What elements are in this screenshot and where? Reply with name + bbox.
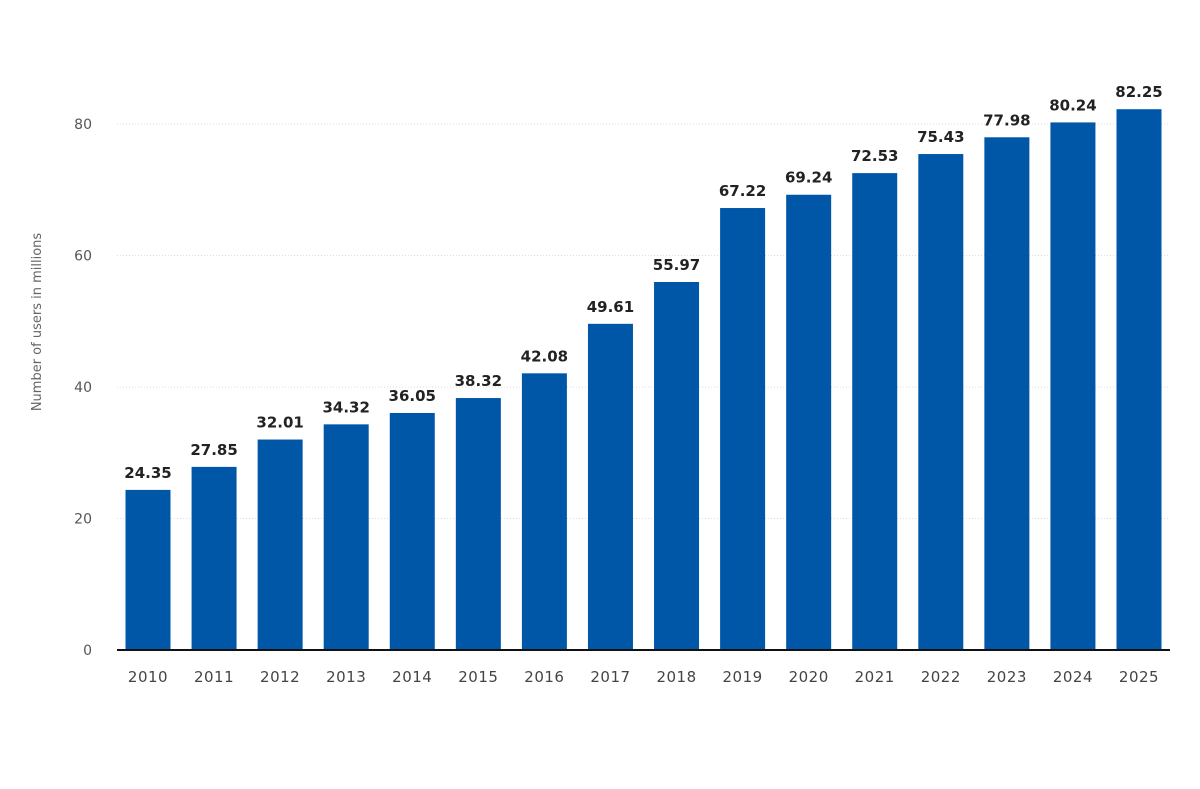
x-tick-label: 2025 — [1119, 668, 1159, 686]
y-tick-label: 80 — [74, 117, 92, 133]
x-tick-label: 2015 — [458, 668, 498, 686]
bar-2016 — [521, 373, 567, 650]
data-label: 24.35 — [124, 464, 171, 482]
data-label: 42.08 — [521, 347, 568, 365]
data-label: 75.43 — [917, 128, 964, 146]
data-label: 80.24 — [1049, 96, 1096, 114]
x-tick-label: 2016 — [524, 668, 564, 686]
y-tick-label: 0 — [83, 643, 92, 659]
x-tick-label: 2023 — [987, 668, 1027, 686]
bar-2018 — [654, 281, 700, 650]
x-tick-label: 2017 — [590, 668, 630, 686]
data-label: 38.32 — [455, 372, 502, 390]
data-label: 27.85 — [190, 441, 237, 459]
data-label: 69.24 — [785, 169, 832, 187]
x-tick-label: 2011 — [194, 668, 234, 686]
data-label: 36.05 — [389, 387, 436, 405]
data-label: 72.53 — [851, 147, 898, 165]
bar-2010 — [125, 489, 171, 650]
x-tick-label: 2024 — [1053, 668, 1093, 686]
bar-2019 — [720, 208, 766, 650]
bar-2014 — [389, 412, 435, 650]
x-tick-label: 2022 — [921, 668, 961, 686]
data-label: 82.25 — [1115, 83, 1162, 101]
x-tick-label: 2012 — [260, 668, 300, 686]
x-tick-label: 2019 — [723, 668, 763, 686]
bar-2015 — [455, 398, 501, 650]
data-label: 34.32 — [322, 398, 369, 416]
data-label: 67.22 — [719, 182, 766, 200]
bar-2013 — [323, 424, 369, 650]
y-tick-label: 60 — [74, 249, 92, 265]
bar-2025 — [1116, 109, 1162, 651]
x-tick-label: 2018 — [656, 668, 696, 686]
data-label: 55.97 — [653, 256, 700, 274]
bar-2017 — [587, 323, 633, 650]
data-label: 32.01 — [256, 414, 303, 432]
x-tick-label: 2010 — [128, 668, 168, 686]
x-tick-label: 2021 — [855, 668, 895, 686]
bar-2020 — [786, 194, 832, 650]
data-label: 77.98 — [983, 111, 1030, 129]
bar-2012 — [257, 439, 303, 650]
data-label: 49.61 — [587, 298, 634, 316]
x-tick-label: 2013 — [326, 668, 366, 686]
y-tick-label: 40 — [74, 380, 92, 396]
bar-2011 — [191, 466, 237, 650]
x-tick-label: 2020 — [789, 668, 829, 686]
bar-2022 — [918, 154, 964, 651]
y-tick-label: 20 — [74, 512, 92, 528]
bar-2023 — [984, 137, 1030, 650]
bar-2024 — [1050, 122, 1096, 650]
y-axis-label: Number of users in millions — [30, 233, 45, 412]
bar-2021 — [852, 173, 898, 651]
x-tick-label: 2014 — [392, 668, 432, 686]
